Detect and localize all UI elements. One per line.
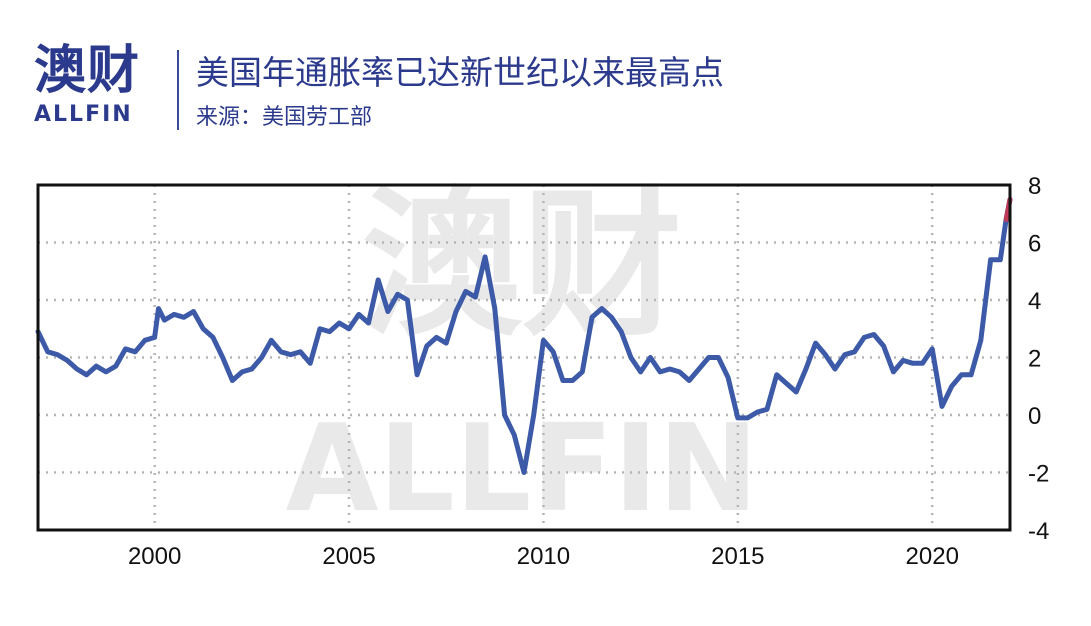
y-tick-label: 2 bbox=[1028, 346, 1041, 373]
chart-title: 美国年通胀率已达新世纪以来最高点 bbox=[196, 53, 724, 92]
x-tick-label: 2020 bbox=[906, 543, 959, 570]
logo-subtext: ALLFIN bbox=[34, 102, 133, 127]
watermark-main: 澳财 bbox=[362, 171, 682, 358]
x-tick-label: 2000 bbox=[128, 543, 181, 570]
x-axis-ticks: 2000 2005 2010 2015 2020 bbox=[128, 543, 959, 570]
y-tick-label: 6 bbox=[1028, 231, 1041, 258]
y-tick-label: -4 bbox=[1028, 518, 1049, 545]
logo-text: 澳财 bbox=[34, 41, 141, 101]
chart-source: 来源：美国劳工部 bbox=[196, 105, 373, 130]
x-tick-label: 2015 bbox=[711, 543, 764, 570]
x-tick-label: 2005 bbox=[322, 543, 375, 570]
y-tick-label: 4 bbox=[1028, 288, 1041, 315]
y-tick-label: 8 bbox=[1028, 173, 1041, 200]
series-line-inflation bbox=[35, 196, 1013, 475]
y-axis-ticks: 8 6 4 2 0 -2 -4 bbox=[1028, 173, 1049, 545]
header-divider bbox=[177, 50, 179, 130]
grid-lines bbox=[38, 185, 1010, 530]
y-tick-label: 0 bbox=[1028, 403, 1041, 430]
x-tick-label: 2010 bbox=[517, 543, 570, 570]
plot-frame bbox=[36, 183, 1012, 532]
brand-logo: 澳财 ALLFIN bbox=[34, 42, 152, 128]
y-tick-label: -2 bbox=[1028, 461, 1049, 488]
